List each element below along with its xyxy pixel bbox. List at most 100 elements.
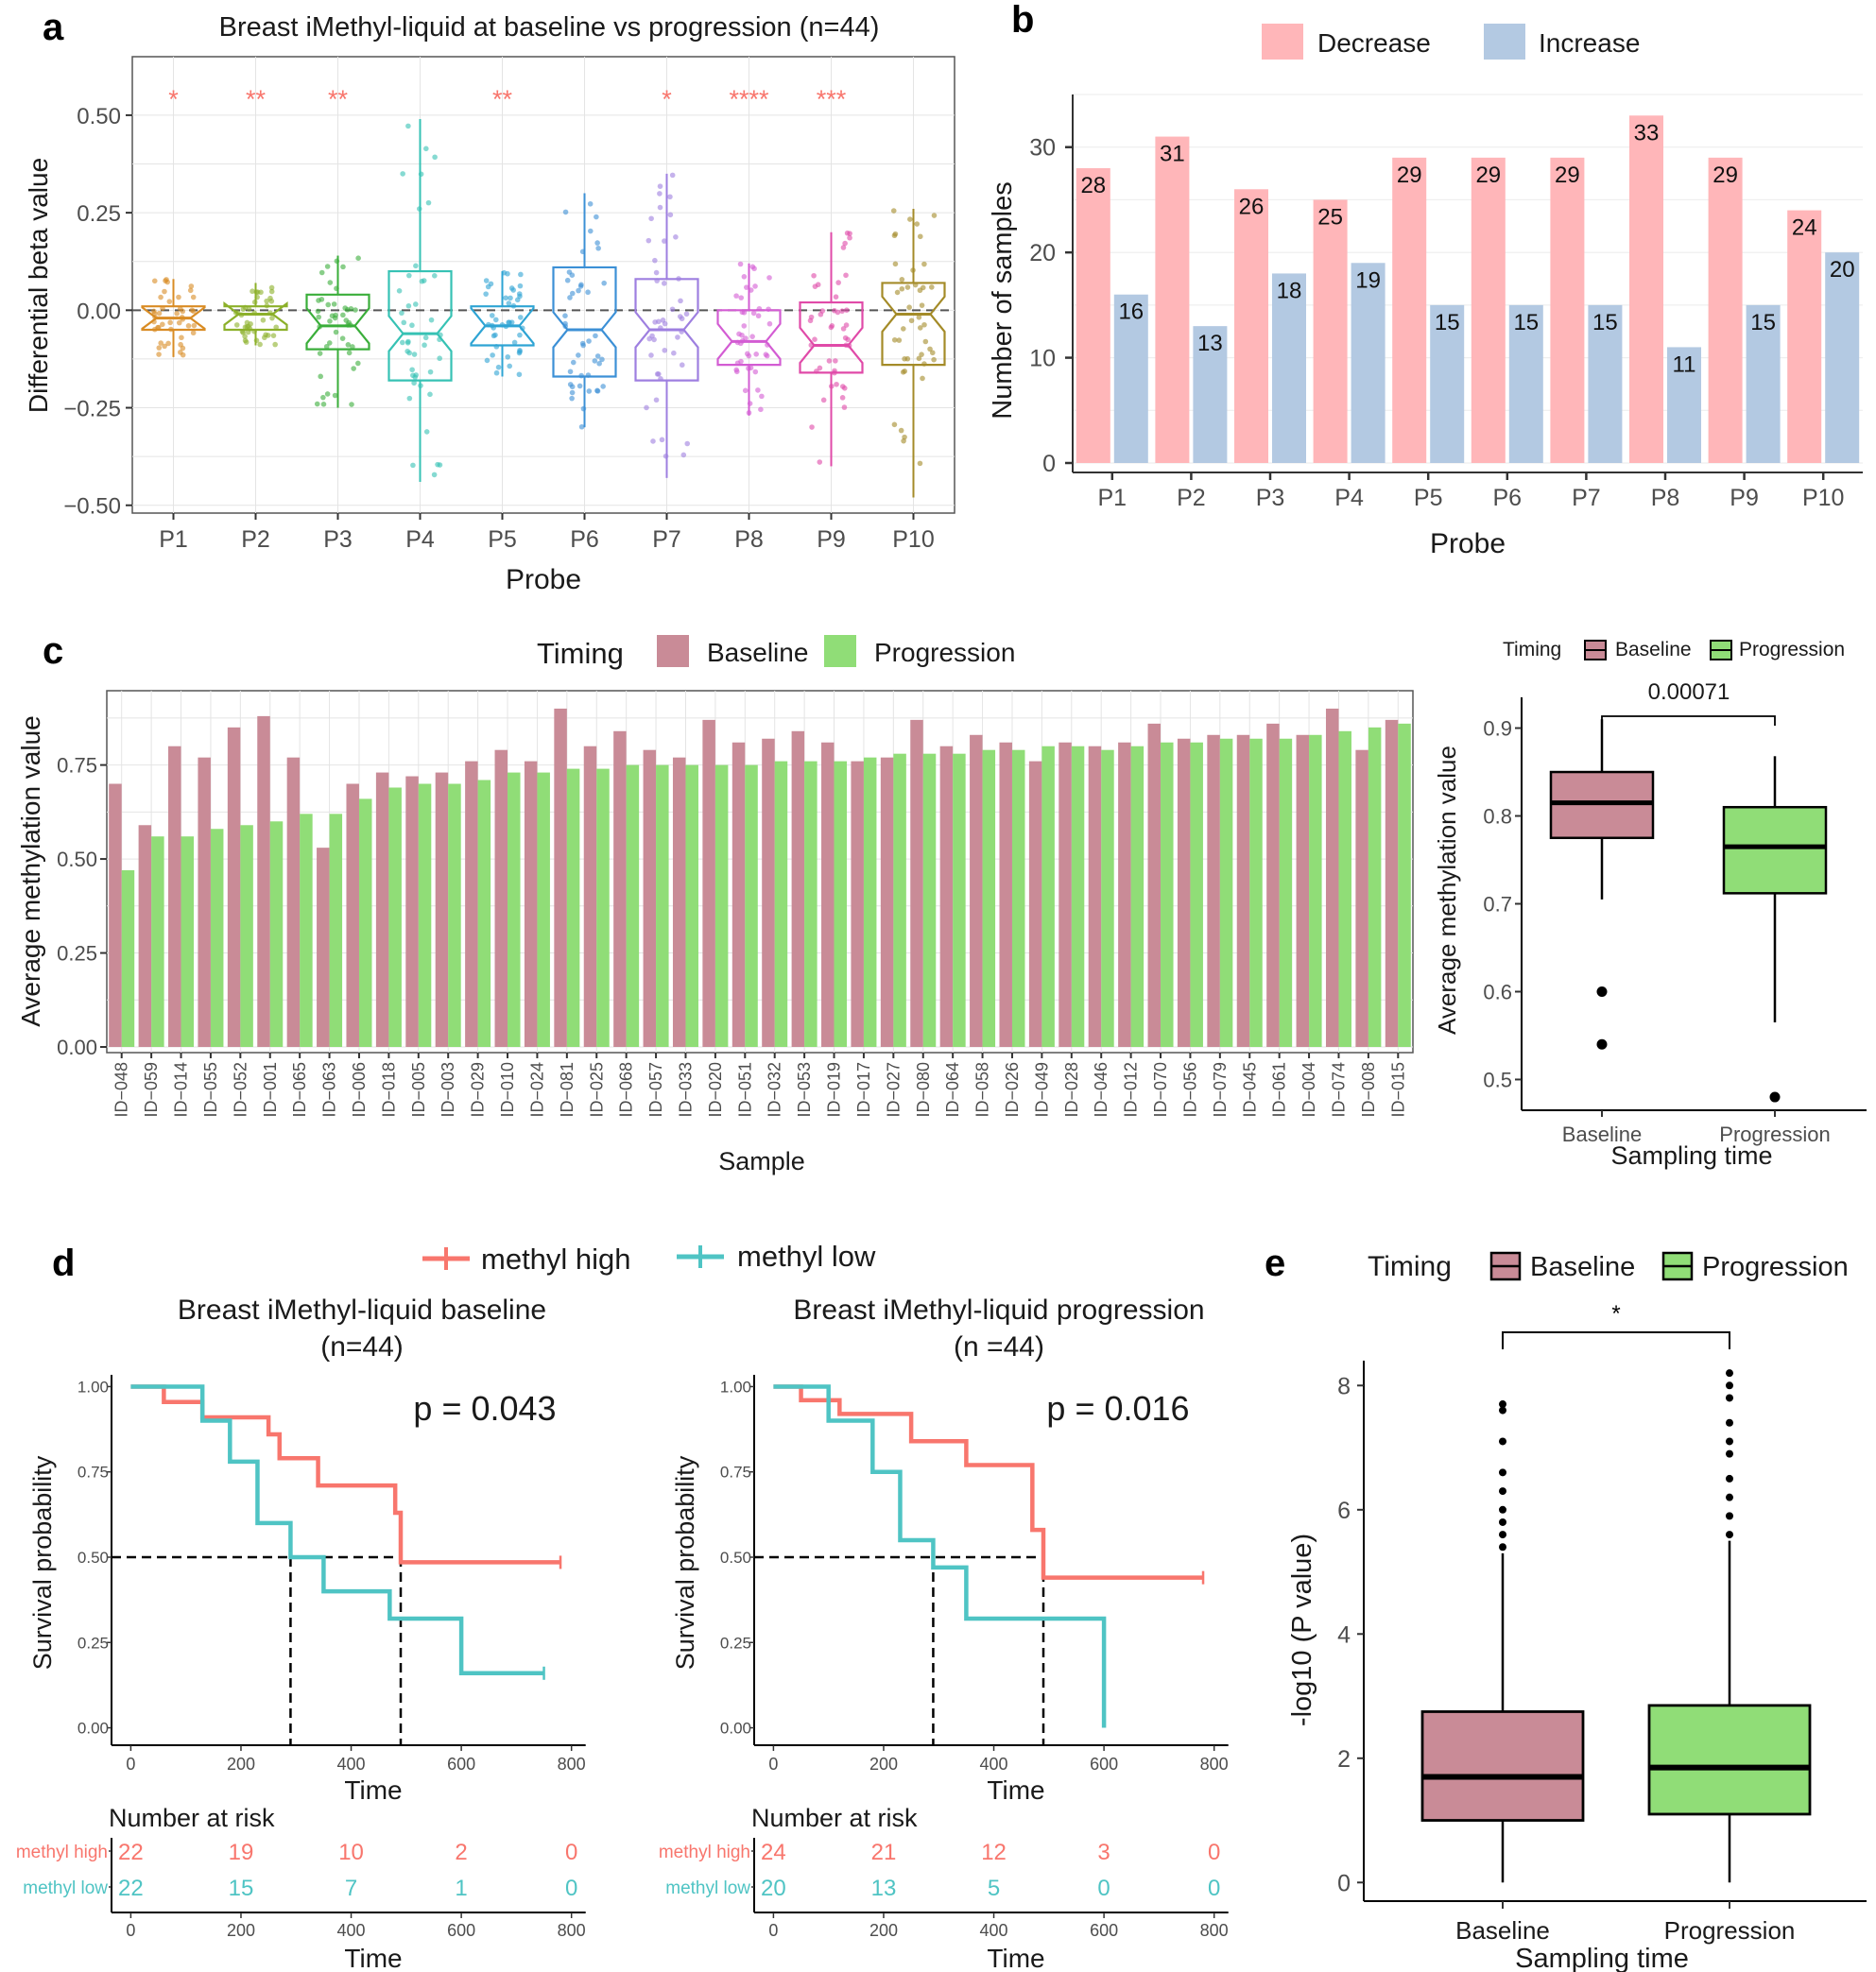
risk-count: 10: [338, 1840, 364, 1865]
data-point: [587, 200, 594, 207]
data-point: [483, 291, 489, 297]
risk-count: 0: [1097, 1876, 1110, 1901]
data-point: [744, 284, 749, 290]
bar-label-increase: 15: [1750, 310, 1776, 335]
bar-progression: [1130, 746, 1145, 1047]
panel-letter-e: e: [1265, 1243, 1285, 1284]
risk-x-tick-label: 600: [1090, 1921, 1118, 1940]
data-point: [766, 275, 772, 281]
bar-label-decrease: 29: [1555, 163, 1580, 188]
x-tick-label: P6: [570, 526, 599, 553]
x-tick-label: ID−068: [617, 1062, 636, 1118]
bar-label-decrease: 28: [1080, 173, 1106, 198]
panel-a-significance: * ** ** ** * **** ***: [168, 85, 847, 113]
data-point: [483, 278, 490, 283]
data-point: [931, 213, 938, 218]
data-point: [917, 233, 923, 240]
survival-curve: [773, 1384, 1204, 1580]
data-point: [811, 272, 817, 279]
bar-baseline: [1177, 738, 1191, 1047]
bar-progression: [358, 798, 372, 1047]
risk-x-tick-label: 200: [227, 1921, 255, 1940]
x-tick-label: ID−061: [1270, 1062, 1289, 1118]
data-point: [843, 272, 849, 279]
x-tick-label: P8: [1651, 485, 1680, 511]
legend-box-progression-label: Progression: [1739, 639, 1845, 660]
data-point: [410, 462, 416, 469]
panel-c-box-plot: 0.5 0.6 0.7 0.8 0.9 Baseline Progression: [1483, 697, 1867, 1146]
data-point: [318, 269, 325, 276]
y-tick-label: 0.7: [1483, 893, 1512, 917]
y-tick-label: 0.00: [77, 299, 121, 324]
bar-progression: [1338, 730, 1351, 1047]
data-point: [422, 342, 427, 349]
data-point: [507, 363, 513, 369]
data-point: [413, 372, 419, 378]
x-tick-label: ID−012: [1122, 1062, 1141, 1118]
outlier-point: [1499, 1406, 1506, 1415]
data-point: [758, 406, 764, 413]
risk-row-label: methyl high: [659, 1843, 750, 1862]
data-point: [346, 350, 353, 356]
panel-c-box-p-value: 0.00071: [1648, 679, 1730, 705]
km-progression-risk-title: Number at risk: [751, 1804, 918, 1832]
outlier-point: [1726, 1369, 1733, 1378]
bar-label-increase: 15: [1592, 310, 1618, 335]
y-tick-label: 1.00: [720, 1378, 751, 1396]
notched-box: [305, 293, 370, 351]
bar-progression: [745, 764, 758, 1047]
data-point: [164, 277, 169, 283]
data-point: [892, 261, 899, 267]
data-point: [733, 369, 740, 375]
data-point: [190, 294, 197, 300]
panel-b-y-label: Number of samples: [988, 181, 1018, 419]
significance-star: *: [1611, 1301, 1620, 1327]
x-tick-label: ID−026: [1003, 1062, 1022, 1118]
data-point: [190, 330, 197, 336]
data-point: [516, 371, 523, 378]
data-point: [327, 280, 334, 285]
data-point: [896, 337, 903, 343]
bar-decrease: [1471, 157, 1506, 463]
data-point: [428, 317, 435, 323]
risk-count: 0: [1208, 1840, 1220, 1865]
bar-baseline: [1028, 761, 1042, 1047]
data-point: [400, 339, 405, 346]
data-point: [840, 245, 847, 250]
data-point: [314, 401, 320, 407]
data-point: [505, 353, 511, 360]
survival-curve: [130, 1384, 561, 1565]
risk-count: 2: [455, 1840, 467, 1865]
notched-box: [716, 309, 782, 367]
x-tick-label: ID−052: [231, 1062, 250, 1118]
data-point: [578, 282, 584, 288]
data-point: [562, 313, 568, 318]
legend-box-baseline-label: Baseline: [1615, 639, 1692, 660]
data-point: [518, 271, 524, 278]
y-tick-label: 6: [1337, 1498, 1351, 1524]
data-point: [437, 355, 442, 362]
data-point: [594, 388, 601, 394]
panel-e-x-label: Sampling time: [1515, 1944, 1689, 1972]
data-point: [920, 375, 925, 382]
risk-x-tick-label: 600: [447, 1921, 475, 1940]
km-progression-title-line2: (n =44): [954, 1331, 1044, 1363]
data-point: [432, 154, 438, 161]
data-point: [406, 272, 412, 279]
data-point: [755, 387, 761, 393]
risk-count: 20: [761, 1876, 786, 1901]
bar-progression: [1279, 738, 1293, 1047]
km-progression-risk-x-label: Time: [987, 1944, 1044, 1972]
risk-x-tick-label: 800: [1200, 1921, 1229, 1940]
legend-e-baseline-label: Baseline: [1530, 1252, 1635, 1282]
data-point: [929, 284, 935, 290]
data-point: [162, 288, 167, 295]
outlier-point: [1499, 1437, 1506, 1446]
data-point: [185, 323, 192, 329]
data-point: [601, 280, 607, 286]
data-point: [495, 364, 502, 370]
data-point: [662, 347, 668, 353]
data-point: [753, 352, 759, 357]
data-point: [345, 342, 352, 348]
bar-baseline: [554, 708, 567, 1047]
